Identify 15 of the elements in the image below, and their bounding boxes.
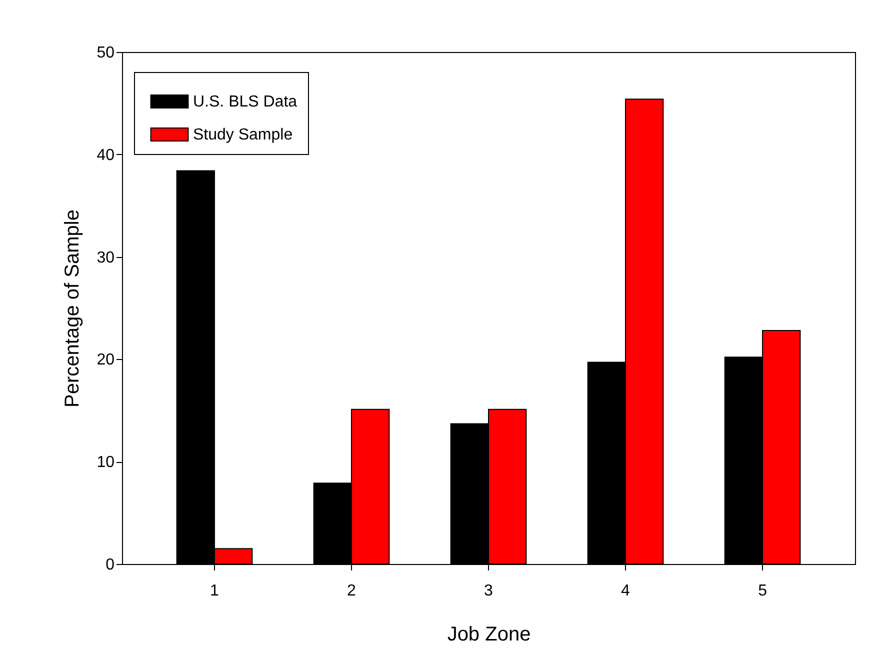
y-tick-label: 50	[96, 44, 115, 62]
x-tick-label: 3	[484, 582, 494, 600]
y-tick-label: 30	[96, 249, 115, 266]
y-tick-label: 20	[96, 352, 115, 369]
legend-label: U.S. BLS Data	[193, 94, 298, 110]
y-tick-label: 0	[106, 556, 115, 574]
y-axis-title: Percentage of Sample	[62, 210, 84, 408]
x-axis-title: Job Zone	[447, 624, 531, 646]
x-tick-label: 1	[210, 582, 220, 600]
y-tick-label: 10	[96, 454, 115, 472]
x-tick-label: 4	[621, 582, 630, 600]
x-tick-label: 5	[758, 582, 768, 600]
legend-label: Study Sample	[193, 126, 293, 144]
x-tick-label: 2	[347, 582, 356, 600]
y-tick-label: 40	[96, 146, 115, 164]
